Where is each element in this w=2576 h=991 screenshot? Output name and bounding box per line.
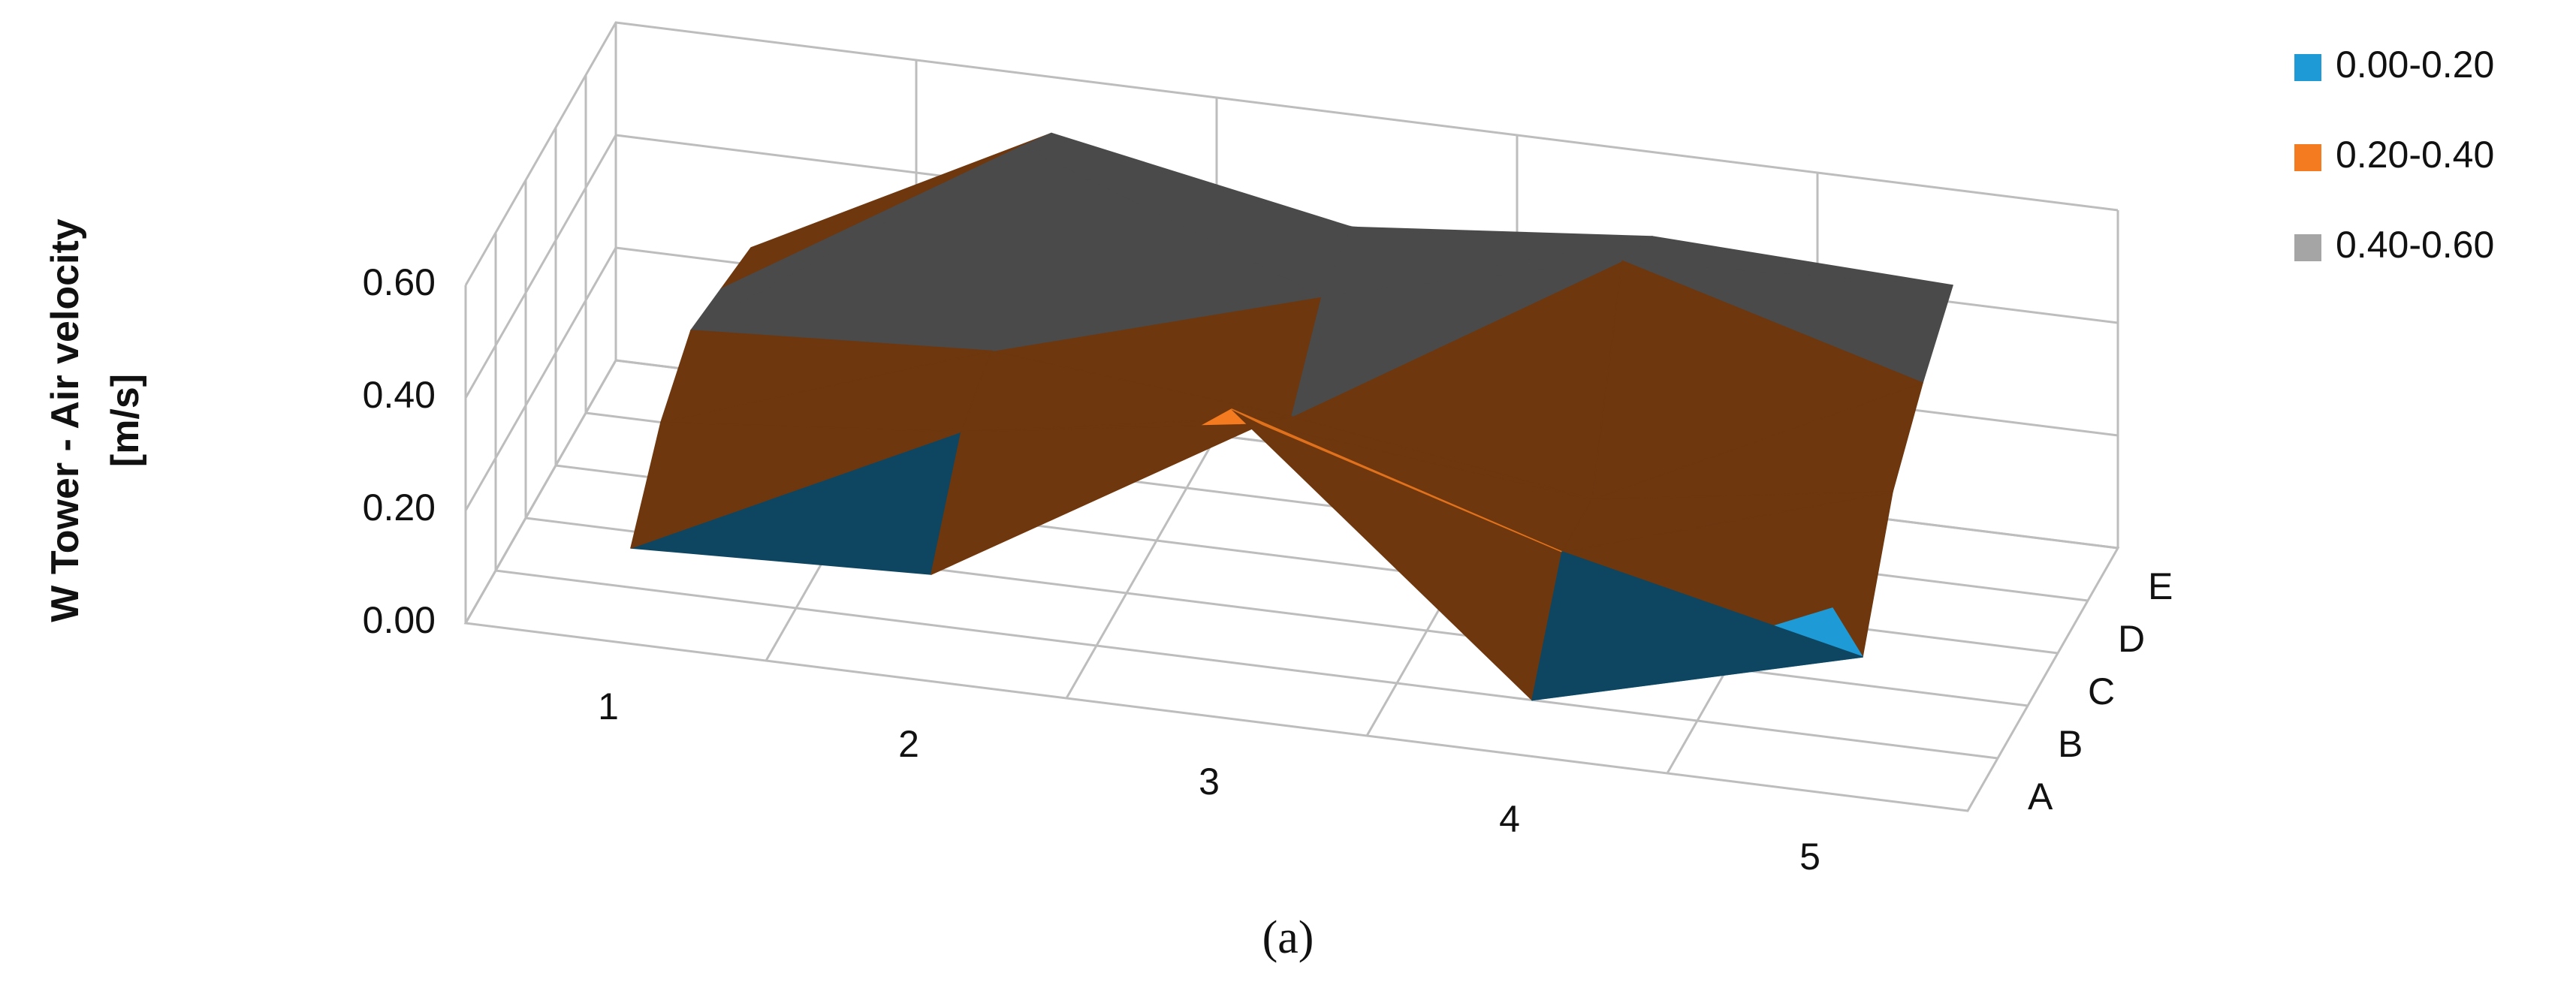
y-tick-label: 0.40 — [363, 374, 436, 416]
legend-swatch — [2294, 144, 2321, 171]
y-axis-title-line: W Tower - Air velocity — [44, 218, 87, 622]
x-tick-label: 5 — [1799, 836, 1820, 878]
floor-line — [1065, 435, 1218, 699]
x-tick-label: 2 — [898, 723, 919, 765]
surface-facet — [1231, 408, 1563, 553]
y-axis-title-line: [m/s] — [104, 374, 147, 467]
surface-facet — [1321, 226, 1653, 297]
legend-label: 0.20-0.40 — [2336, 134, 2494, 176]
y-tick-label: 0.60 — [363, 261, 436, 303]
surface-facet — [1561, 491, 1893, 553]
legend-label: 0.00-0.20 — [2336, 44, 2494, 86]
surface-facet — [991, 146, 1323, 352]
legend-swatch — [2294, 54, 2321, 81]
x-tick-label: 1 — [598, 685, 619, 727]
x-tick-label: 4 — [1499, 798, 1520, 840]
surface-facet — [1591, 260, 1923, 500]
surface-facet — [660, 330, 992, 423]
surface-facet — [961, 350, 1293, 432]
y-axis-title: W Tower - Air velocity [m/s] — [44, 218, 147, 622]
surface-facet — [1021, 132, 1353, 228]
grid-line — [464, 21, 2119, 286]
surface-facet — [1621, 236, 1953, 286]
surface — [630, 132, 1953, 701]
surface-facet — [630, 421, 962, 549]
surface-facet — [1531, 551, 1863, 701]
depth-tick-label: A — [2028, 776, 2053, 818]
depth-tick-label: E — [2148, 565, 2173, 607]
floor-line — [495, 569, 1998, 760]
legend-swatch — [2294, 234, 2321, 261]
depth-tick-label: C — [2088, 670, 2115, 712]
surface-facet — [1261, 416, 1593, 500]
surface-facet — [690, 146, 1022, 331]
depth-tick-label: B — [2058, 723, 2083, 765]
x-tick-label: 3 — [1199, 761, 1220, 803]
depth-tick-label: D — [2118, 618, 2145, 660]
surface-facet — [1291, 260, 1623, 417]
caption: (a) — [1262, 912, 1314, 963]
y-tick-label: 0.20 — [363, 486, 436, 529]
y-tick-label: 0.00 — [363, 599, 436, 641]
legend-label: 0.40-0.60 — [2336, 224, 2494, 266]
surface-facet — [931, 423, 1262, 575]
surface-facet — [690, 146, 1022, 352]
